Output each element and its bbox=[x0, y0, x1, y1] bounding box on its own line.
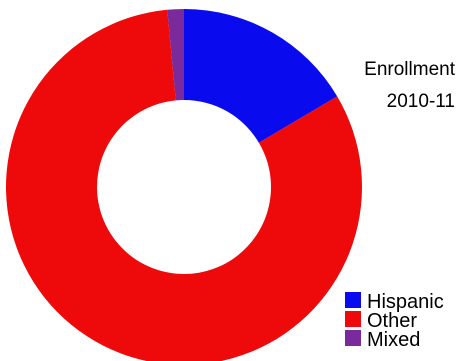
chart-title-line-1: Enrollment bbox=[364, 59, 456, 80]
slice-mixed bbox=[167, 9, 184, 101]
chart-title-line-2: 2010-11 bbox=[387, 91, 455, 112]
slice-hispanic bbox=[184, 9, 338, 143]
legend-swatch-hispanic bbox=[345, 292, 361, 308]
legend-swatch-other bbox=[345, 311, 361, 327]
legend-swatch-mixed bbox=[345, 330, 361, 346]
legend-label-hispanic: Hispanic bbox=[367, 291, 444, 313]
legend-label-other: Other bbox=[367, 310, 417, 332]
donut-slices bbox=[6, 9, 362, 361]
legend-label-mixed: Mixed bbox=[367, 329, 420, 351]
slice-other bbox=[6, 9, 362, 361]
